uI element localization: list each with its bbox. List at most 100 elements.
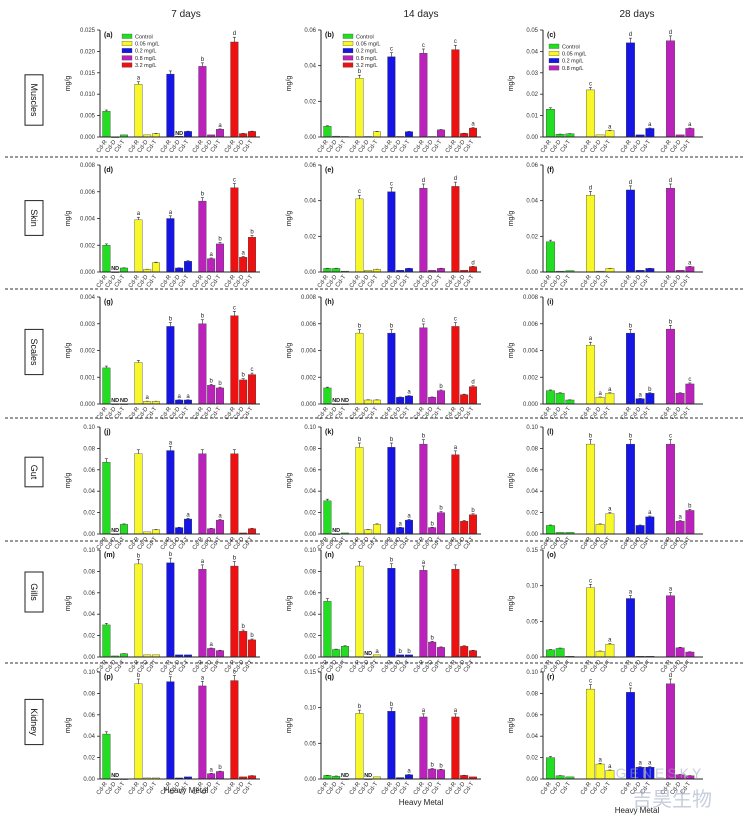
bar-0-8-mg-l-cd-t [437, 390, 445, 405]
y-tick-label: 0.10 [83, 670, 95, 676]
x-tick-label: Cd-T [146, 659, 159, 674]
y-tick-label: 0.00 [304, 270, 316, 276]
x-tick-label: Cd-T [335, 139, 348, 154]
legend-label-control: Control [135, 34, 153, 40]
bar-group-control: Cd-RCd-DCd-T [317, 125, 349, 154]
bar-0-05-mg-l-cd-d [595, 763, 605, 780]
bar-control-cd-r [102, 462, 111, 535]
row-label-text: Scales [29, 338, 39, 366]
bar-0-8-mg-l-cd-t [437, 129, 445, 138]
bar-group-0-2-mg-l: bCd-RCd-DCd-T [160, 552, 192, 674]
bar-group-0-8-mg-l: dCd-RCd-DCd-T [413, 178, 445, 289]
x-tick-label: Cd-T [242, 536, 255, 551]
x-tick-label: Cd-T [640, 536, 653, 551]
x-tick-label: Cd-T [367, 659, 380, 674]
bar-0-8-mg-l-cd-d [428, 768, 437, 780]
bar-3-2-mg-l-cd-d [460, 775, 469, 780]
significance-letter: b [201, 57, 205, 63]
row-label-box [24, 200, 44, 236]
bar-0-2-mg-l-cd-r [166, 326, 175, 405]
significance-letter: c [454, 39, 457, 45]
x-tick-label: Cd-T [210, 274, 223, 289]
significance-letter: c [589, 679, 592, 685]
x-tick-label: Cd-T [399, 274, 412, 289]
chart-panels: 0.000 0.005 0.010 0.015 0.020 0.025 mg/g (a) Cd-… [65, 28, 703, 796]
significance-letter: b [390, 702, 394, 708]
y-tick-label: 0.02 [526, 234, 538, 240]
row-label-box [24, 698, 44, 746]
bar-0-2-mg-l-cd-r [626, 189, 635, 273]
y-tick-label: 0.004 [523, 349, 539, 355]
significance-letter: b [390, 324, 394, 330]
bar-group-0-8-mg-l: cCd-RCd-DCd-T [413, 43, 445, 154]
legend-swatch-0-8-mg-l [342, 55, 354, 61]
x-tick-label: Cd-T [463, 536, 476, 551]
y-tick-label: 0.08 [304, 446, 316, 452]
bar-group-0-05-mg-l: Cd-RCd-DCd-T [128, 449, 160, 551]
bar-0-8-mg-l-cd-t [685, 651, 695, 658]
legend-label-3-2-mg-l: 3.2 mg/L [356, 63, 377, 69]
x-tick-label: Cd-T [399, 659, 412, 674]
x-tick-label: Cd-T [367, 274, 380, 289]
significance-letter: b [242, 373, 246, 379]
y-tick-label: 0.10 [83, 548, 95, 554]
significance-letter: a [629, 590, 633, 596]
row-label-kidney: Kidney [24, 698, 44, 746]
significance-letter: b [358, 324, 362, 330]
x-tick-label: Cd-T [399, 139, 412, 154]
significance-letter: a [178, 394, 182, 400]
panel-letter: (l) [547, 429, 554, 436]
x-tick-label: Cd-T [600, 536, 613, 551]
bar-group-0-05-mg-l: bCd-RCd-DCd-T [349, 324, 381, 421]
y-tick-label: 0.06 [304, 28, 316, 34]
x-tick-label: Cd-T [431, 274, 444, 289]
x-tick-label: Cd-T [114, 781, 127, 796]
bar-control-cd-t [341, 646, 349, 658]
y-tick-label: 0.04 [526, 199, 538, 205]
significance-letter: c [169, 671, 172, 677]
x-tick-label: Cd-T [680, 659, 693, 674]
bar-0-05-mg-l-cd-r [355, 332, 364, 405]
y-tick-label: 0.06 [304, 591, 316, 597]
bar-0-8-mg-l-cd-d [428, 397, 437, 405]
bar-3-2-mg-l-cd-t [469, 127, 477, 138]
significance-letter: b [589, 434, 593, 440]
panel-m: 0.00 0.02 0.04 0.06 0.08 0.10 mg/g (m) Cd-RCd-DC… [65, 548, 260, 674]
row-label-text: Skin [29, 209, 39, 227]
bar-3-2-mg-l-cd-t [248, 374, 256, 405]
bar-0-2-mg-l-cd-t [184, 131, 192, 138]
bar-group-control: Cd-RCd-DCd-T [540, 107, 575, 154]
significance-letter: a [407, 769, 411, 775]
significance-letter: a [648, 122, 652, 128]
bar-0-05-mg-l-cd-r [355, 77, 364, 138]
x-axis-title-7-days: Heavy Metal [164, 786, 209, 795]
panel-k: 0.00 0.02 0.04 0.06 0.08 0.10 mg/g (k) Cd-RNDCd-… [286, 425, 481, 551]
significance-letter: a [648, 510, 652, 516]
bar-0-8-mg-l-cd-r [419, 188, 428, 273]
bar-0-8-mg-l-cd-t [216, 519, 224, 535]
bar-0-2-mg-l-cd-t [405, 268, 413, 273]
y-tick-label: 0.15 [526, 548, 538, 554]
bar-3-2-mg-l-cd-d [460, 646, 469, 658]
y-tick-label: 0.008 [301, 295, 317, 301]
x-tick-label: Cd-T [242, 139, 255, 154]
significance-letter: a [454, 708, 458, 714]
bar-group-3-2-mg-l: cCd-RCd-DCd-T [224, 670, 256, 796]
x-tick-label: Cd-T [600, 781, 613, 796]
bar-0-05-mg-l-cd-r [134, 84, 143, 138]
significance-letter: a [422, 560, 426, 566]
x-tick-label: Cd-T [560, 274, 573, 289]
bar-0-2-mg-l-cd-t [184, 261, 192, 273]
x-tick-label: Cd-T [146, 781, 159, 796]
y-tick-label: 0.02 [526, 92, 538, 98]
panel-letter: (p) [104, 674, 113, 681]
bar-3-2-mg-l-cd-r [451, 569, 460, 658]
bar-0-8-mg-l-cd-r [666, 188, 675, 273]
bar-0-2-mg-l-cd-r [626, 332, 635, 405]
bar-0-2-mg-l-cd-r [166, 681, 175, 780]
